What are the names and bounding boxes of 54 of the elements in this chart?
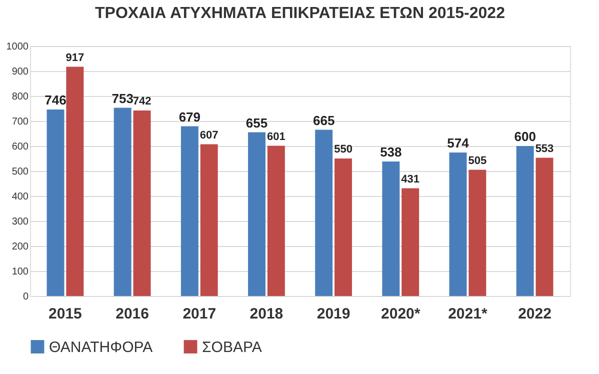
- data-label: 607: [200, 129, 218, 142]
- bar: [133, 110, 151, 296]
- bar: [267, 146, 285, 296]
- y-tick-label: 800: [12, 92, 29, 102]
- bar: [536, 158, 554, 296]
- data-label: 574: [447, 136, 470, 150]
- bar: [180, 126, 198, 296]
- data-label: 550: [334, 144, 352, 156]
- data-label: 538: [380, 144, 402, 160]
- bar: [402, 188, 420, 296]
- x-tick-label: 2022: [518, 306, 552, 322]
- x-tick-label: 2015: [48, 306, 82, 322]
- bar: [248, 132, 266, 296]
- data-label: 431: [401, 173, 420, 186]
- legend-label: ΣΟΒΑΡΑ: [202, 338, 262, 356]
- bar: [46, 110, 64, 296]
- y-tick-label: 900: [12, 66, 29, 78]
- data-label: 505: [468, 154, 487, 167]
- bar: [516, 146, 534, 296]
- y-tick-label: 500: [12, 166, 29, 178]
- data-label: 679: [178, 109, 201, 124]
- x-tick-label: 2016: [116, 306, 149, 322]
- data-label: 553: [535, 142, 554, 155]
- data-label: 600: [514, 129, 536, 144]
- legend-label: ΘΑΝΑΤΗΦΟΡΑ: [49, 338, 153, 356]
- y-tick-label: 600: [12, 142, 29, 152]
- y-tick-label: 400: [12, 192, 29, 202]
- x-tick-label: 2019: [316, 306, 350, 322]
- bar: [334, 158, 352, 296]
- data-label: 655: [246, 115, 268, 130]
- y-tick-label: 700: [12, 116, 29, 128]
- data-label: 917: [66, 52, 84, 64]
- data-label: 742: [132, 96, 152, 108]
- x-tick-label: 2020*: [381, 306, 420, 322]
- bar: [468, 170, 486, 296]
- y-tick-label: 100: [12, 266, 29, 278]
- x-tick-label: 2017: [182, 306, 216, 322]
- x-tick-label: 2018: [250, 306, 284, 322]
- bar: [66, 66, 84, 296]
- y-tick-label: 300: [12, 216, 29, 228]
- bar: [200, 144, 218, 296]
- bar: [315, 130, 333, 296]
- y-tick-label: 200: [12, 242, 29, 252]
- data-label: 746: [44, 92, 66, 108]
- bar: [449, 152, 467, 296]
- bar: [114, 108, 132, 296]
- data-label: 601: [266, 130, 286, 143]
- data-label: 753: [112, 90, 134, 106]
- chart-title: ΤΡΟΧΑΙΑ ΑΤΥΧΗΜΑΤΑ ΕΠΙΚΡΑΤΕΙΑΣ ΕΤΩΝ 2015-2022: [95, 5, 506, 22]
- bar: [382, 162, 400, 296]
- y-tick-label: 0: [22, 292, 29, 302]
- x-tick-label: 2021*: [448, 306, 488, 322]
- y-tick-label: 1000: [6, 42, 29, 52]
- data-label: 665: [312, 112, 335, 128]
